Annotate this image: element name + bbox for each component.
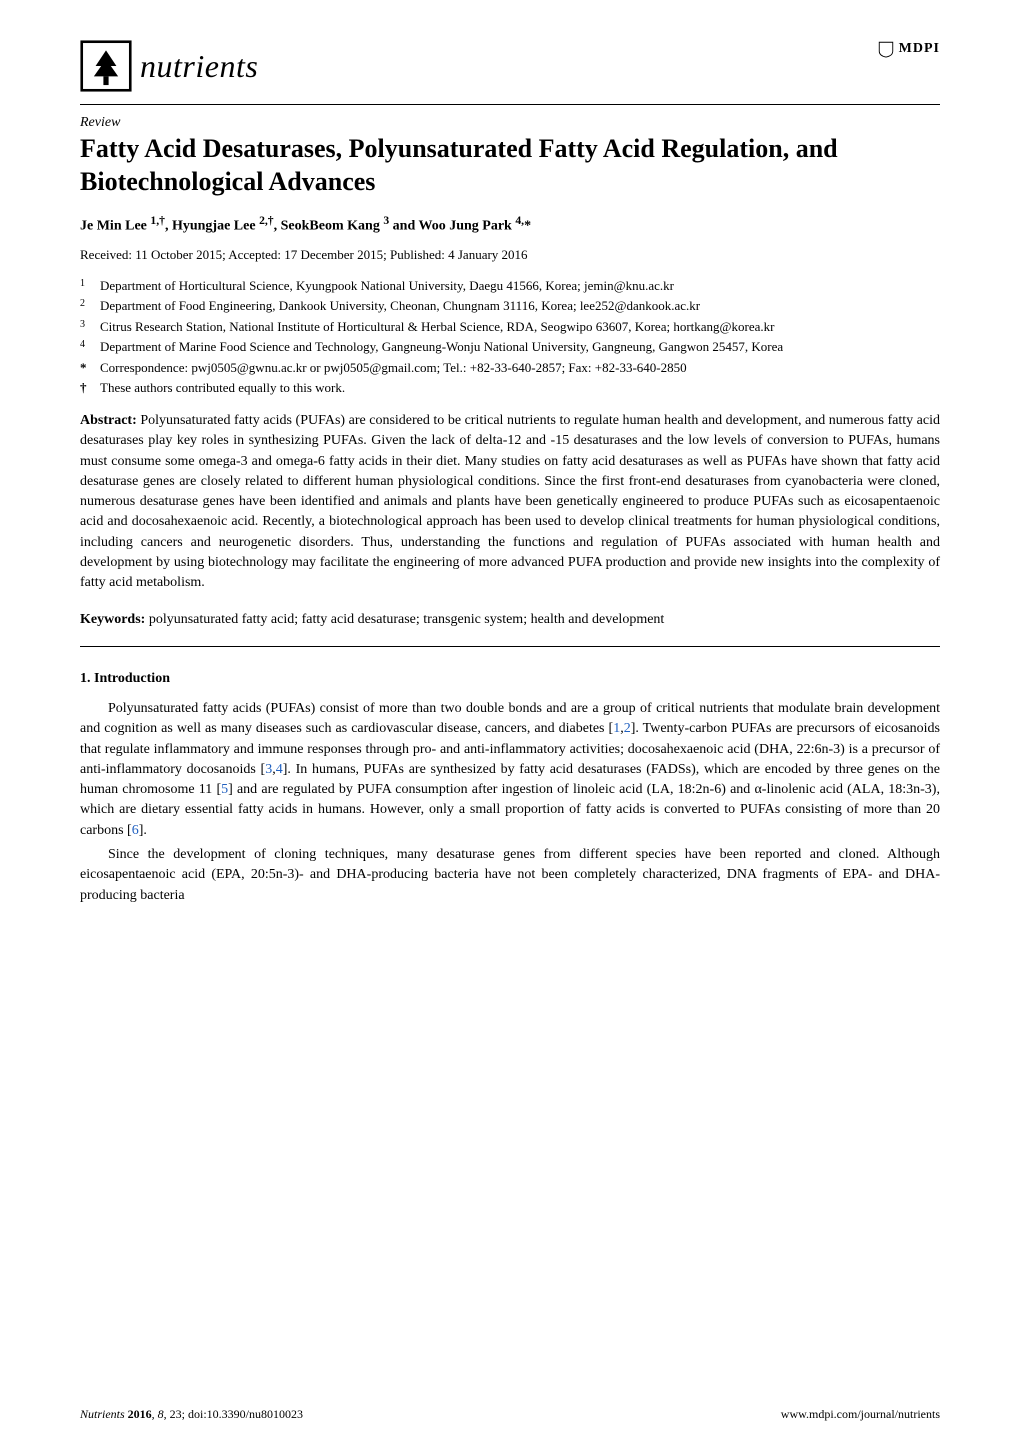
authors: Je Min Lee 1,†, Hyungjae Lee 2,†, SeokBe… (80, 214, 940, 235)
header: nutrients MDPI (80, 40, 940, 92)
aff-num: 1 (80, 277, 92, 295)
footer-right: www.mdpi.com/journal/nutrients (781, 1407, 940, 1422)
correspondence: * Correspondence: pwj0505@gwnu.ac.kr or p… (80, 359, 940, 377)
aff-num: 4 (80, 338, 92, 356)
aff-text: Citrus Research Station, National Instit… (100, 318, 774, 336)
journal-logo: nutrients (80, 40, 258, 92)
article-title: Fatty Acid Desaturases, Polyunsaturated … (80, 133, 940, 198)
affiliation-2: 2 Department of Food Engineering, Dankook… (80, 297, 940, 315)
section-header-intro: 1. Introduction (80, 671, 940, 687)
abstract-divider (80, 646, 940, 647)
dates: Received: 11 October 2015; Accepted: 17 … (80, 247, 940, 263)
article-type: Review (80, 115, 940, 131)
affiliations-list: 1 Department of Horticultural Science, Ky… (80, 277, 940, 397)
journal-name: nutrients (140, 48, 258, 85)
mdpi-text: MDPI (899, 41, 940, 57)
affiliation-4: 4 Department of Marine Food Science and T… (80, 338, 940, 356)
aff-text: Department of Horticultural Science, Kyu… (100, 277, 674, 295)
abstract-text: Polyunsaturated fatty acids (PUFAs) are … (80, 413, 940, 590)
equal-contrib: † These authors contributed equally to th… (80, 379, 940, 397)
affiliation-3: 3 Citrus Research Station, National Insti… (80, 318, 940, 336)
footer-left: Nutrients 2016, 8, 23; doi:10.3390/nu801… (80, 1407, 303, 1422)
keywords-label: Keywords: (80, 612, 145, 627)
intro-para-1: Polyunsaturated fatty acids (PUFAs) cons… (80, 699, 940, 841)
aff-sym: * (80, 359, 92, 377)
p1-text: ]. (139, 823, 147, 838)
abstract-label: Abstract: (80, 413, 137, 428)
citation-2[interactable]: 2 (624, 721, 631, 736)
aff-text: Department of Food Engineering, Dankook … (100, 297, 700, 315)
affiliation-1: 1 Department of Horticultural Science, Ky… (80, 277, 940, 295)
footer: Nutrients 2016, 8, 23; doi:10.3390/nu801… (80, 1407, 940, 1422)
keywords: Keywords: polyunsaturated fatty acid; fa… (80, 610, 940, 630)
equal-contrib-text: These authors contributed equally to thi… (100, 379, 345, 397)
aff-text: Department of Marine Food Science and Te… (100, 338, 783, 356)
aff-num: 2 (80, 297, 92, 315)
footer-vol: , 8 (152, 1407, 164, 1421)
citation-4[interactable]: 4 (276, 762, 283, 777)
mdpi-logo: MDPI (877, 40, 940, 58)
aff-num: 3 (80, 318, 92, 336)
aff-sym: † (80, 379, 92, 397)
footer-year: 2016 (128, 1407, 152, 1421)
footer-journal: Nutrients (80, 1407, 128, 1421)
intro-para-2: Since the development of cloning techniq… (80, 845, 940, 906)
nutrients-tree-icon (80, 40, 132, 92)
footer-rest: , 23; doi:10.3390/nu8010023 (164, 1407, 303, 1421)
citation-6[interactable]: 6 (132, 823, 139, 838)
abstract: Abstract: Polyunsaturated fatty acids (P… (80, 411, 940, 594)
correspondence-text: Correspondence: pwj0505@gwnu.ac.kr or pw… (100, 359, 687, 377)
top-divider (80, 104, 940, 105)
mdpi-shield-icon (877, 40, 895, 58)
keywords-text: polyunsaturated fatty acid; fatty acid d… (149, 612, 665, 627)
